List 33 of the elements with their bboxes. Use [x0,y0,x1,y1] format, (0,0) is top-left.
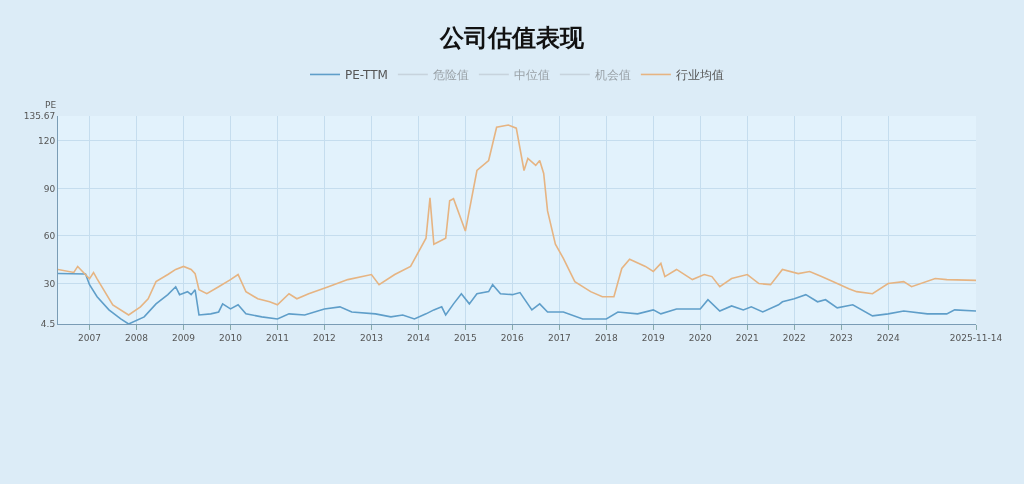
y-axis-title: PE [45,100,57,110]
x-tick-label: 2008 [125,332,149,343]
x-tick-label: 2011 [265,332,289,343]
chart-title: 公司估值表现 [439,23,585,52]
x-tick-label: 2015 [453,332,477,343]
legend-label: 行业均值 [675,68,724,83]
x-tick-label: 2024 [876,332,900,343]
x-tick-label: 2020 [688,332,712,343]
y-tick-label: 4.5 [40,319,56,330]
x-tick-label: 2009 [172,332,196,343]
y-tick-label: 90 [43,183,56,194]
x-tick-label: 2025-11-14 [949,332,1003,343]
x-tick-label: 2010 [219,332,243,343]
line-series [58,124,976,316]
x-tick-label: 2013 [360,332,383,343]
y-tick-label: 30 [43,278,56,289]
y-tick-label: 60 [43,231,56,242]
x-tick-label: 2016 [500,332,525,343]
x-tick-label: 2017 [547,332,571,343]
x-tick-label: 2014 [406,332,431,343]
legend-label: 危险值 [432,68,469,83]
x-tick-label: 2012 [312,332,336,343]
x-tick-label: 2023 [829,332,853,343]
x-tick-label: 2018 [594,332,619,343]
y-tick-label: 135.67 [23,111,56,122]
x-tick-label: 2019 [641,332,666,343]
legend-label: 机会值 [594,68,631,83]
x-tick-label: 2007 [78,332,101,343]
y-tick-label: 120 [38,136,56,146]
legend-label: PE-TTM [345,68,388,83]
x-tick-label: 2022 [782,332,806,343]
x-tick-label: 2021 [735,332,759,343]
legend-label: 中位值 [513,68,550,83]
